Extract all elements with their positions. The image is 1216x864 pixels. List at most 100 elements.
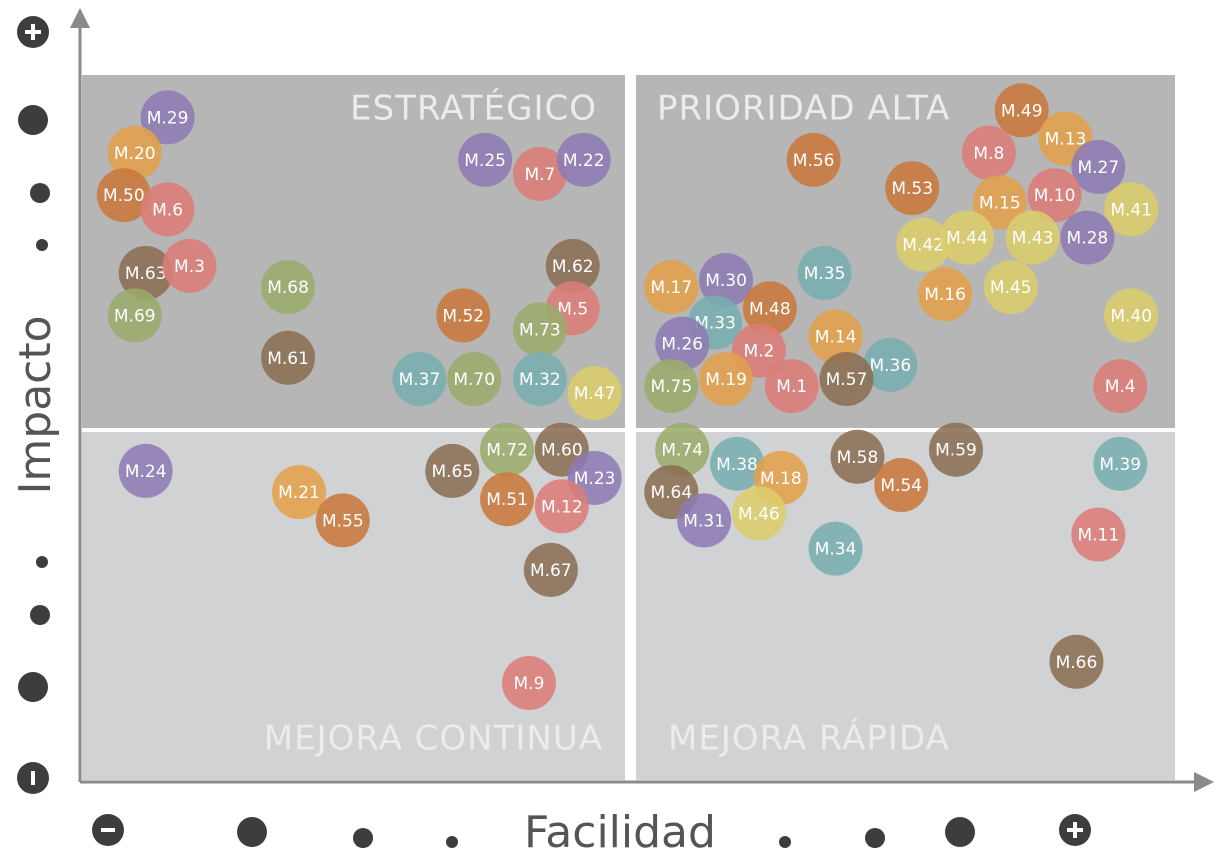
- point-label: M.65: [431, 462, 473, 482]
- point: [162, 238, 217, 293]
- point-label: M.48: [749, 299, 791, 319]
- point: [983, 260, 1038, 315]
- point: [261, 260, 316, 315]
- point-label: M.25: [464, 151, 506, 171]
- point-label: M.36: [869, 356, 911, 376]
- point: [261, 330, 316, 385]
- point-label: M.63: [125, 264, 167, 284]
- point-label: M.34: [815, 540, 857, 560]
- point: [939, 210, 994, 265]
- point: [425, 443, 480, 498]
- point-label: M.8: [973, 144, 1004, 164]
- point-label: M.39: [1099, 455, 1141, 475]
- point: [1104, 288, 1159, 343]
- point-label: M.70: [453, 370, 495, 390]
- point: [961, 125, 1016, 180]
- point-label: M.6: [152, 200, 183, 220]
- point-label: M.57: [826, 370, 868, 390]
- point-label: M.1: [776, 377, 807, 397]
- point-label: M.3: [174, 257, 205, 277]
- point-label: M.12: [541, 497, 583, 517]
- quadrant: [82, 432, 625, 780]
- point-label: M.9: [514, 674, 545, 694]
- point: [1060, 210, 1115, 265]
- point-label: M.44: [946, 229, 988, 249]
- point-label: M.72: [486, 441, 528, 461]
- point: [501, 656, 556, 711]
- point: [918, 267, 973, 322]
- point: [808, 521, 863, 576]
- point: [140, 182, 195, 237]
- quadrant-label: MEJORA RÁPIDA: [668, 718, 950, 759]
- point: [644, 260, 699, 315]
- point-label: M.43: [1012, 229, 1054, 249]
- axis-icon-symbols: [25, 24, 1083, 838]
- point: [1071, 507, 1126, 562]
- point: [545, 238, 600, 293]
- quadrant-label: PRIORIDAD ALTA: [657, 89, 950, 129]
- point: [797, 245, 852, 300]
- point: [118, 245, 173, 300]
- point: [512, 302, 567, 357]
- point-label: M.47: [574, 384, 616, 404]
- point-label: M.19: [705, 370, 747, 390]
- point: [677, 493, 732, 548]
- point-label: M.11: [1077, 526, 1119, 546]
- axis-icons: [17, 16, 1091, 848]
- point: [272, 465, 326, 520]
- point: [1005, 210, 1060, 265]
- point-label: M.58: [837, 448, 879, 468]
- point: [480, 472, 535, 527]
- point-label: M.66: [1056, 653, 1098, 673]
- point-label: M.21: [278, 483, 320, 503]
- point-label: M.29: [147, 108, 189, 128]
- point: [1093, 436, 1148, 491]
- arrow: [70, 8, 90, 28]
- point-label: M.49: [1001, 101, 1043, 121]
- point: [655, 422, 710, 477]
- point: [1027, 168, 1082, 223]
- point-label: M.28: [1067, 229, 1109, 249]
- point: [830, 429, 885, 484]
- point-label: M.15: [979, 193, 1021, 213]
- point: [731, 486, 786, 541]
- point: [1049, 634, 1104, 689]
- point: [436, 288, 491, 343]
- point: [480, 422, 535, 477]
- point-label: M.24: [125, 462, 167, 482]
- point-label: M.40: [1110, 306, 1152, 326]
- point: [1093, 359, 1148, 414]
- point: [896, 217, 951, 272]
- point-label: M.41: [1110, 200, 1152, 220]
- point-label: M.62: [552, 257, 594, 277]
- point-label: M.35: [804, 264, 846, 284]
- point-label: M.53: [891, 179, 933, 199]
- point-label: M.18: [760, 469, 802, 489]
- point-label: M.45: [990, 278, 1032, 298]
- point-label: M.31: [683, 511, 725, 531]
- point: [710, 436, 764, 491]
- point-label: M.16: [924, 285, 966, 305]
- point: [863, 337, 918, 392]
- point-label: M.5: [557, 299, 588, 319]
- point: [1071, 139, 1126, 194]
- point: [556, 132, 611, 187]
- point: [874, 458, 929, 513]
- point-label: M.69: [114, 306, 156, 326]
- point-label: M.2: [743, 342, 774, 362]
- point: [972, 175, 1027, 230]
- point: [1104, 182, 1159, 237]
- point: [929, 422, 983, 477]
- point: [118, 443, 173, 498]
- point: [567, 366, 622, 421]
- point-label: M.55: [322, 511, 364, 531]
- point: [512, 146, 567, 201]
- point: [808, 309, 863, 364]
- points: M.29 M.20 M.50 M.6 M.63 M.3 M.69 M.68 M.61 M.52 M.…: [96, 83, 1159, 711]
- point: [655, 316, 710, 371]
- point-label: M.17: [650, 278, 692, 298]
- point: [315, 493, 370, 548]
- point: [458, 132, 513, 187]
- point: [994, 83, 1049, 138]
- y-axis-label: Impacto: [10, 315, 61, 494]
